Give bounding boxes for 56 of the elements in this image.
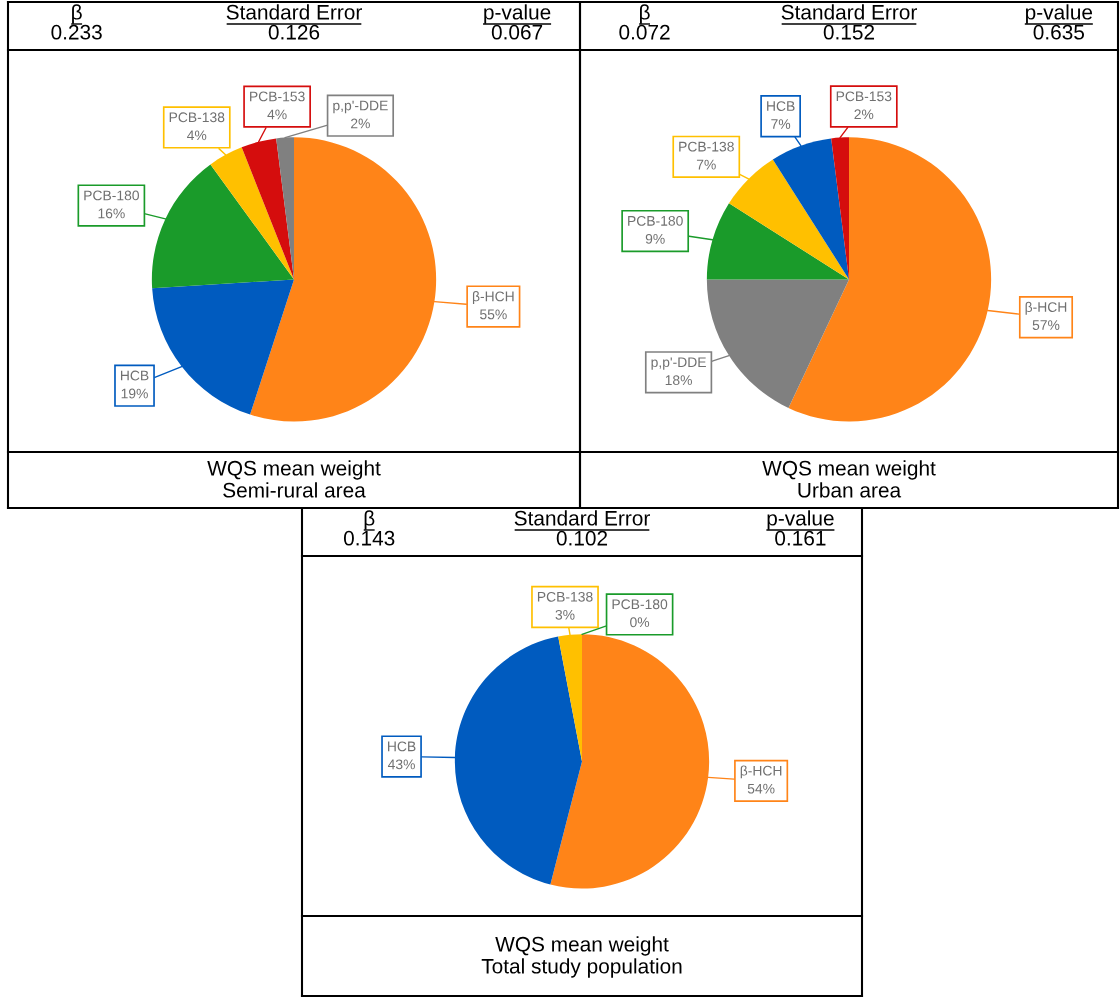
slice-label: PCB-138 bbox=[169, 112, 225, 123]
text: WQS mean weight bbox=[762, 460, 936, 480]
slice-label: PCB-138 bbox=[679, 141, 734, 152]
data-label: 2% bbox=[351, 118, 370, 129]
slice-label: HCB bbox=[120, 370, 149, 381]
data-label: 4% bbox=[267, 109, 287, 120]
slice-label: HCB bbox=[767, 101, 795, 111]
data-label: 16% bbox=[98, 208, 125, 219]
slice-label: PCB-180 bbox=[84, 190, 139, 201]
slice-label: p,p'-DDE bbox=[651, 357, 706, 370]
text: 0.102 bbox=[556, 530, 608, 546]
data-label: 55% bbox=[480, 309, 507, 320]
text: β bbox=[364, 510, 375, 530]
text: WQS mean weight bbox=[495, 936, 669, 956]
data-label: 4% bbox=[187, 130, 207, 141]
text: WQS mean weight bbox=[207, 460, 381, 480]
text: Standard Error bbox=[226, 4, 362, 20]
text: Standard Error bbox=[781, 4, 917, 20]
text: 0.161 bbox=[775, 530, 826, 546]
text: 0.072 bbox=[619, 24, 670, 40]
data-label: 54% bbox=[747, 783, 775, 794]
text: p-value bbox=[767, 510, 834, 530]
text: Urban area bbox=[798, 482, 902, 498]
data-label: 7% bbox=[696, 159, 716, 170]
data-label: 3% bbox=[555, 609, 575, 620]
slice-label: β-HCH bbox=[740, 765, 782, 779]
slice-label: PCB-153 bbox=[836, 91, 892, 102]
data-label: 7% bbox=[771, 119, 791, 129]
text: 0.152 bbox=[823, 24, 875, 40]
data-label: 57% bbox=[1032, 320, 1060, 330]
text: 0.635 bbox=[1033, 24, 1085, 40]
text: β bbox=[640, 4, 650, 24]
text: 0.233 bbox=[51, 24, 102, 40]
slice-label: p,p'-DDE bbox=[333, 100, 388, 114]
data-label: 9% bbox=[645, 233, 665, 244]
slice-label: PCB-153 bbox=[250, 91, 305, 102]
text: 0.067 bbox=[491, 24, 543, 40]
text: Standard Error bbox=[514, 510, 650, 526]
text: Total study population bbox=[481, 958, 682, 978]
slice-label: PCB-180 bbox=[628, 215, 683, 226]
slice-label: HCB bbox=[388, 741, 416, 752]
text: Semi-rural area bbox=[223, 482, 366, 498]
slice-label: β-HCH bbox=[1025, 301, 1067, 315]
data-label: 2% bbox=[854, 109, 874, 120]
data-label: 18% bbox=[665, 375, 692, 386]
text: p-value bbox=[1026, 4, 1093, 24]
slice-label: PCB-138 bbox=[537, 591, 593, 602]
text: 0.126 bbox=[268, 24, 320, 40]
slice-label: β-HCH bbox=[472, 291, 514, 305]
text: 0.143 bbox=[343, 530, 395, 546]
data-label: 43% bbox=[387, 759, 415, 770]
text: 0% bbox=[630, 617, 650, 628]
text: p-value bbox=[484, 4, 551, 24]
category-label: PCB-180 bbox=[612, 599, 668, 610]
data-label: 19% bbox=[121, 388, 148, 399]
text: β bbox=[72, 4, 82, 24]
